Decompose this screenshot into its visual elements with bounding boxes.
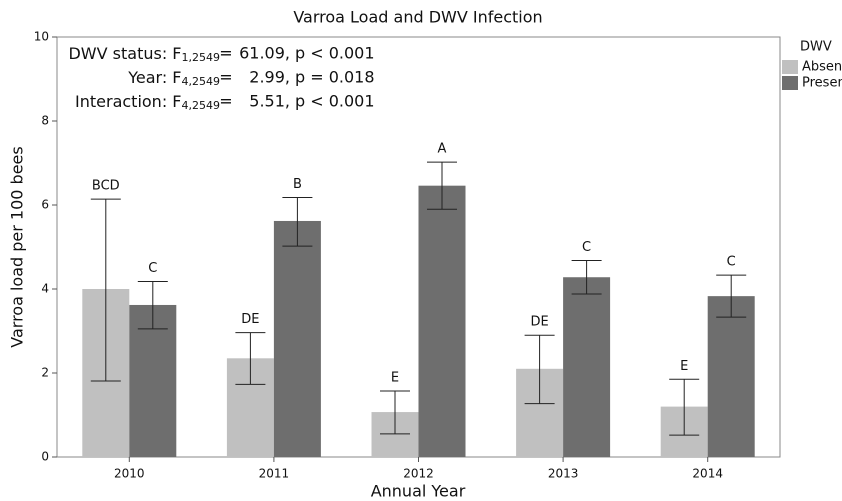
annotation-value: 5.51,: [249, 92, 290, 111]
group-letter: DE: [530, 315, 548, 330]
group-letter: B: [293, 177, 302, 192]
y-axis-title: Varroa load per 100 bees: [8, 146, 27, 347]
annotation-prefix: Year: F: [127, 68, 181, 87]
annotation-eq: =: [219, 92, 232, 111]
group-letter: E: [680, 359, 688, 374]
x-tick-label: 2014: [692, 467, 723, 481]
error-bar: [524, 334, 555, 405]
annotation-eq: =: [219, 44, 232, 63]
bar: [707, 296, 755, 457]
annotation-prefix: DWV status: F: [68, 44, 181, 63]
y-tick-label: 2: [41, 366, 49, 380]
x-axis-title: Annual Year: [371, 482, 466, 501]
chart-title: Varroa Load and DWV Infection: [293, 8, 542, 27]
legend-swatch: [782, 76, 798, 90]
annotation-df: 4,2549: [182, 99, 221, 112]
annotation-left: Interaction: F4,2549: [75, 92, 220, 113]
error-bar: [716, 274, 747, 318]
error-bar: [571, 259, 602, 295]
y-tick-label: 0: [41, 450, 49, 464]
x-tick-label: 2011: [259, 467, 290, 481]
error-bar: [380, 390, 410, 435]
group-letter: C: [727, 255, 736, 270]
x-tick-label: 2012: [403, 467, 434, 481]
y-tick-label: 6: [41, 198, 49, 212]
error-bar: [669, 378, 700, 436]
annotation-left: Year: F4,2549: [127, 68, 220, 89]
legend-label: Absent: [802, 60, 842, 75]
bar: [129, 304, 177, 457]
error-bar: [282, 196, 313, 247]
legend-label: Present: [802, 76, 842, 91]
group-letter: DE: [241, 312, 259, 327]
error-bar: [90, 198, 121, 382]
group-letter: E: [391, 371, 399, 386]
x-tick-label: 2010: [114, 467, 145, 481]
x-tick-label: 2013: [548, 467, 579, 481]
group-letter: A: [438, 142, 447, 157]
annotation-prefix: Interaction: F: [75, 92, 181, 111]
group-letter: BCD: [92, 179, 120, 194]
error-bar: [137, 280, 168, 330]
y-tick-label: 4: [41, 282, 49, 296]
annotation-value: 61.09,: [239, 44, 290, 63]
bar: [563, 277, 611, 457]
annotation-left: DWV status: F1,2549: [68, 44, 220, 65]
legend-title: DWV: [800, 40, 832, 55]
annotation-p: p < 0.001: [295, 92, 375, 111]
annotation-p: p = 0.018: [295, 68, 375, 87]
legend-swatch: [782, 60, 798, 74]
error-bar: [235, 332, 266, 385]
group-letter: C: [148, 261, 157, 276]
error-bar: [427, 161, 457, 210]
y-tick-label: 8: [41, 114, 49, 128]
annotation-p: p < 0.001: [295, 44, 375, 63]
annotation-df: 4,2549: [182, 75, 221, 88]
annotation-eq: =: [219, 68, 232, 87]
bar: [273, 220, 321, 457]
group-letter: C: [582, 240, 591, 255]
bar: [418, 185, 466, 457]
annotation-df: 1,2549: [182, 51, 221, 64]
y-tick-label: 10: [34, 30, 49, 44]
annotation-value: 2.99,: [249, 68, 290, 87]
